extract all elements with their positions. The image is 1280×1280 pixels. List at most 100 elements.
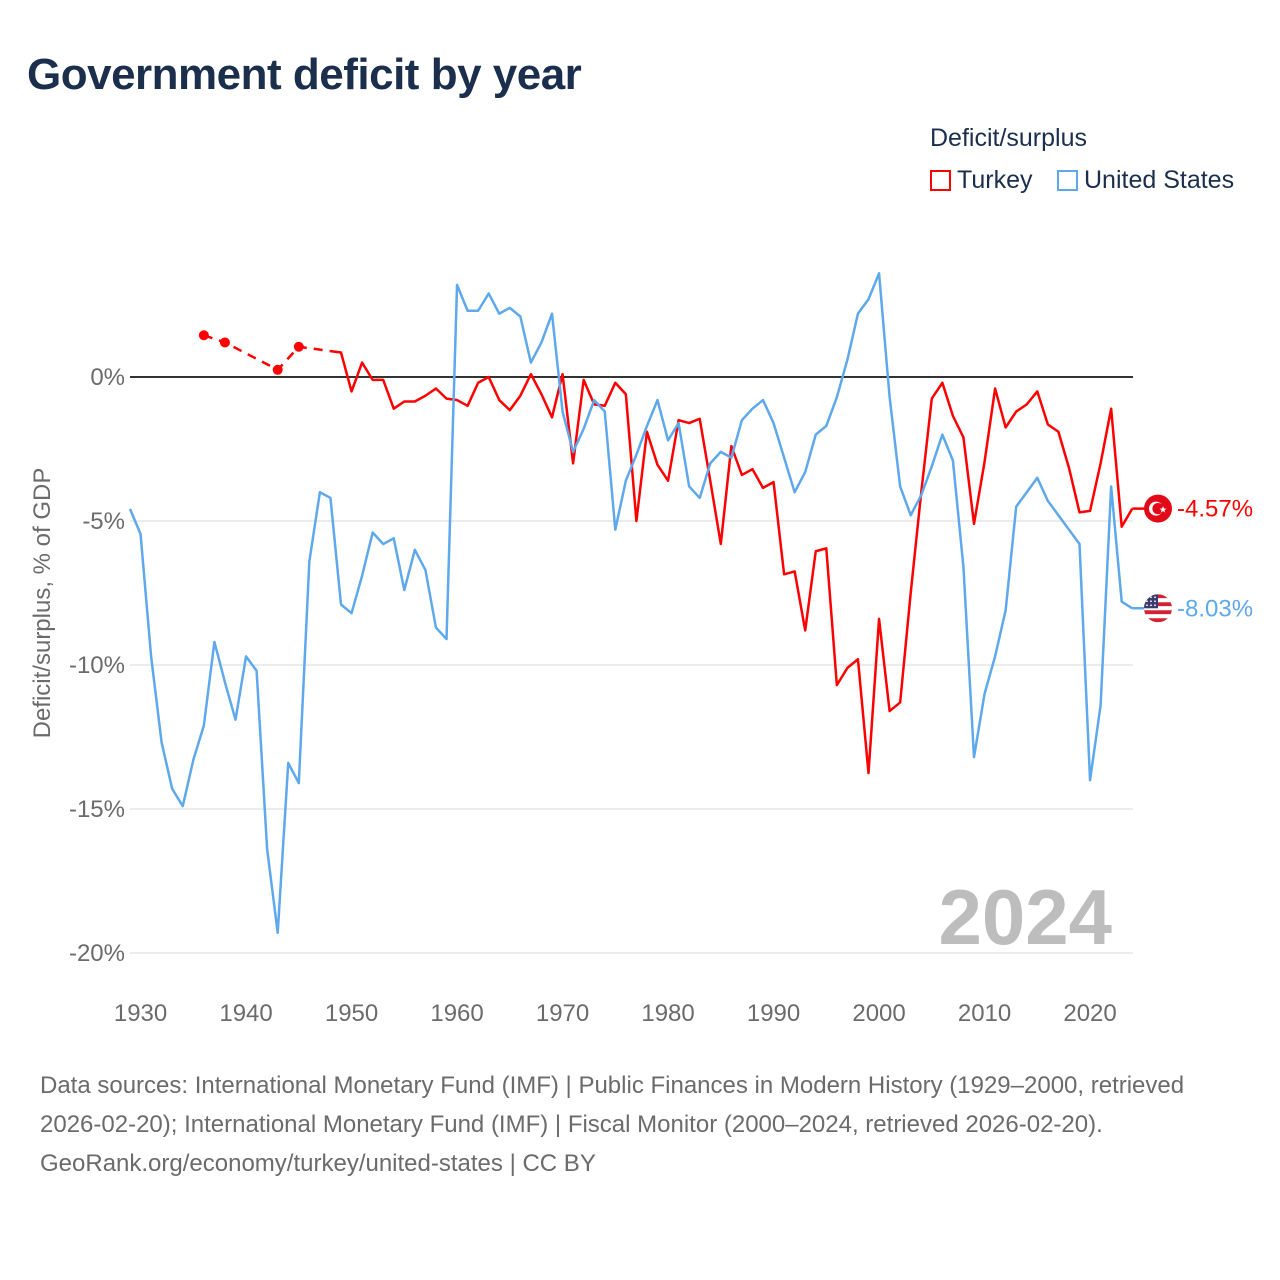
legend-item-turkey[interactable]: Turkey [930,166,1032,195]
data-point-turkey [328,349,332,353]
data-point-united-states [1099,703,1103,707]
data-point-turkey [856,657,860,661]
data-point-united-states [814,433,818,437]
data-point-turkey [1025,402,1029,406]
data-point-united-states [867,297,871,301]
data-point-united-states [1120,600,1124,604]
data-point-turkey [1046,423,1050,427]
x-tick-label: 1930 [114,1000,167,1027]
data-point-united-states [265,847,269,851]
data-point-turkey [740,473,744,477]
data-point-united-states [487,291,491,295]
data-point-united-states [561,410,565,414]
data-point-united-states [1067,528,1071,532]
data-point-united-states [297,781,301,785]
data-point-turkey [1109,407,1113,411]
data-point-turkey [993,387,997,391]
data-point-turkey [613,381,617,385]
data-point-turkey [1120,525,1124,529]
data-point-turkey [219,337,230,348]
legend-swatch-united-states [1057,170,1078,191]
current-year-label: 2024 [938,873,1112,961]
data-point-turkey [1078,510,1082,514]
data-point-united-states [877,271,881,275]
data-point-turkey [272,364,283,375]
data-point-turkey [455,398,459,402]
data-point-united-states [708,461,712,465]
data-point-united-states [170,787,174,791]
x-tick-label: 2020 [1063,1000,1116,1027]
data-point-turkey [729,444,733,448]
data-point-turkey [350,389,354,393]
data-point-united-states [888,395,892,399]
data-point-turkey [582,378,586,382]
united-states-flag-icon [1144,594,1172,623]
data-point-united-states [1004,608,1008,612]
data-point-turkey [1088,509,1092,513]
data-point-united-states [350,611,354,615]
data-point-united-states [1046,499,1050,503]
data-point-united-states [212,640,216,644]
data-point-united-states [951,459,955,463]
data-point-united-states [624,479,628,483]
data-point-turkey [198,330,209,341]
data-point-united-states [898,484,902,488]
legend-label-turkey: Turkey [957,166,1033,194]
data-point-turkey [624,392,628,396]
legend-item-united-states[interactable]: United States [1057,166,1234,195]
data-point-united-states [845,358,849,362]
data-point-united-states [719,450,723,454]
data-point-united-states [371,531,375,535]
data-point-turkey [466,404,470,408]
data-point-united-states [972,755,976,759]
data-point-turkey [687,421,691,425]
data-point-united-states [286,761,290,765]
data-point-united-states [434,626,438,630]
data-point-turkey [814,549,818,553]
data-point-united-states [402,588,406,592]
data-point-united-states [181,804,185,808]
data-point-united-states [824,424,828,428]
data-point-turkey [656,463,660,467]
data-point-united-states [1088,778,1092,782]
data-point-turkey [561,372,565,376]
data-point-united-states [1014,505,1018,509]
legend-swatch-turkey [930,170,951,191]
data-point-united-states [656,398,660,402]
data-point-united-states [930,464,934,468]
data-point-united-states [677,421,681,425]
data-point-united-states [761,398,765,402]
data-point-united-states [318,490,322,494]
data-point-turkey [877,617,881,621]
data-point-turkey [497,398,501,402]
data-point-united-states [634,453,638,457]
end-value-label-turkey: -4.57% [1177,496,1253,523]
data-point-united-states [518,315,522,319]
data-point-turkey [518,394,522,398]
data-point-turkey [413,399,417,403]
data-point-united-states [983,692,987,696]
data-point-united-states [1025,490,1029,494]
data-point-united-states [508,306,512,310]
data-point-turkey [423,394,427,398]
data-point-turkey [793,569,797,573]
data-point-united-states [603,410,607,414]
data-point-united-states [592,398,596,402]
data-point-united-states [307,559,311,563]
data-point-united-states [529,361,533,365]
data-point-turkey [824,546,828,550]
data-point-united-states [539,340,543,344]
data-point-turkey [983,460,987,464]
data-point-turkey [972,522,976,526]
data-point-united-states [993,654,997,658]
credit-link[interactable]: GeoRank.org/economy/turkey/united-states… [40,1150,596,1177]
data-point-turkey [761,486,765,490]
series-line-turkey [330,349,1134,775]
y-tick-label: -20% [69,940,125,967]
data-point-united-states [750,407,754,411]
data-point-turkey [360,361,364,365]
x-tick-label: 1960 [430,1000,483,1027]
y-axis-label: Deficit/surplus, % of GDP [29,468,56,739]
data-point-turkey [708,479,712,483]
data-point-united-states [550,312,554,316]
